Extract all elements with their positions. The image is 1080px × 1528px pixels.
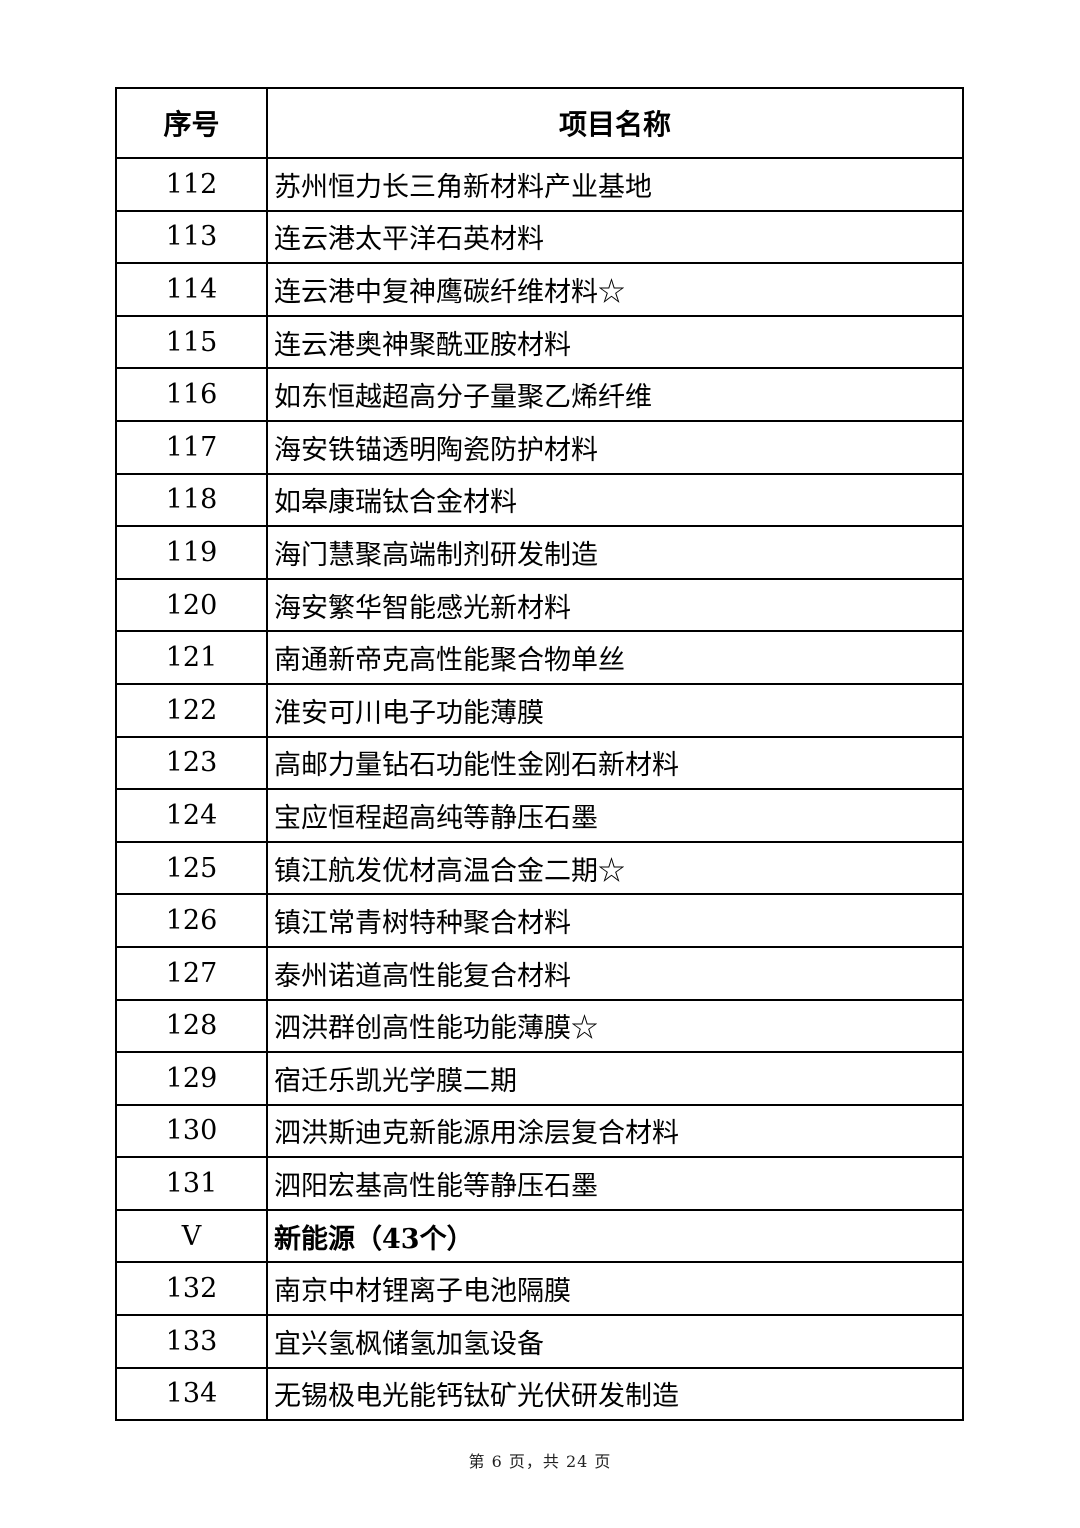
header-serial: 序号 [115,87,268,159]
project-name-cell: 海安繁华智能感光新材料 [266,577,964,633]
project-name-cell: 宝应恒程超高纯等静压石墨 [266,788,964,843]
table-row: 117 海安铁锚透明陶瓷防护材料 [115,419,964,475]
serial-cell: 122 [115,682,268,738]
table-row: 128 泗洪群创高性能功能薄膜☆ [115,998,964,1054]
table-row: 118 如皋康瑞钛合金材料 [115,472,964,528]
project-name-cell: 淮安可川电子功能薄膜 [266,682,964,738]
table-row: 134 无锡极电光能钙钛矿光伏研发制造 [115,1366,964,1422]
table-row: 125 镇江航发优材高温合金二期☆ [115,840,964,896]
serial-cell: 121 [115,630,268,685]
serial-cell: 127 [115,945,268,1001]
project-name-cell: 如皋康瑞钛合金材料 [266,472,964,528]
serial-cell: 117 [115,419,268,475]
table-row: 119 海门慧聚高端制剂研发制造 [115,525,964,580]
table-row: 132 南京中材锂离子电池隔膜 [115,1261,964,1317]
project-name-cell: 连云港中复神鹰碳纤维材料☆ [266,262,964,317]
serial-cell: 124 [115,788,268,843]
project-name-cell: 泗阳宏基高性能等静压石墨 [266,1156,964,1211]
table-row: 122 淮安可川电子功能薄膜 [115,682,964,738]
project-name-cell: 海门慧聚高端制剂研发制造 [266,525,964,580]
serial-cell: 130 [115,1103,268,1159]
project-name-cell: 高邮力量钻石功能性金刚石新材料 [266,735,964,791]
serial-cell: 114 [115,262,268,317]
serial-cell: 126 [115,893,268,948]
project-name-cell: 泗洪斯迪克新能源用涂层复合材料 [266,1103,964,1159]
serial-cell: 132 [115,1261,268,1317]
table-row: 130 泗洪斯迪克新能源用涂层复合材料 [115,1103,964,1159]
serial-cell: 133 [115,1314,268,1369]
serial-cell: 134 [115,1366,268,1422]
serial-cell: 125 [115,840,268,896]
project-name-cell: 泗洪群创高性能功能薄膜☆ [266,998,964,1054]
table-row: 124 宝应恒程超高纯等静压石墨 [115,788,964,843]
header-project-name: 项目名称 [266,87,964,159]
table-row: 123 高邮力量钻石功能性金刚石新材料 [115,735,964,791]
project-name-cell: 镇江航发优材高温合金二期☆ [266,840,964,896]
table-row: 129 宿迁乐凯光学膜二期 [115,1051,964,1106]
project-name-cell: 宜兴氢枫储氢加氢设备 [266,1314,964,1369]
project-name-cell: 苏州恒力长三角新材料产业基地 [266,157,964,212]
serial-cell: 116 [115,367,268,422]
project-name-cell: 无锡极电光能钙钛矿光伏研发制造 [266,1366,964,1422]
table-row: 120 海安繁华智能感光新材料 [115,577,964,633]
serial-cell: 129 [115,1051,268,1106]
project-name-cell: 连云港奥神聚酰亚胺材料 [266,314,964,370]
serial-cell: 131 [115,1156,268,1211]
table-row: 126 镇江常青树特种聚合材料 [115,893,964,948]
project-name-cell: 连云港太平洋石英材料 [266,209,964,265]
project-name-cell: 南通新帝克高性能聚合物单丝 [266,630,964,685]
project-name-cell: 新能源（43个） [266,1208,964,1264]
serial-cell: 119 [115,525,268,580]
project-name-cell: 南京中材锂离子电池隔膜 [266,1261,964,1317]
table-row: 113 连云港太平洋石英材料 [115,209,964,265]
page-footer: 第 6 页，共 24 页 [468,1452,612,1471]
project-name-cell: 宿迁乐凯光学膜二期 [266,1051,964,1106]
table-row: 115 连云港奥神聚酰亚胺材料 [115,314,964,370]
serial-cell: V [115,1208,268,1264]
project-name-cell: 海安铁锚透明陶瓷防护材料 [266,419,964,475]
project-table: 序号 项目名称 112 苏州恒力长三角新材料产业基地 113 连云港太平洋石英材料 11… [115,87,964,1422]
serial-cell: 118 [115,472,268,528]
section-row: V 新能源（43个） [115,1208,964,1264]
header-row: 序号 项目名称 [115,87,964,159]
table-row: 114 连云港中复神鹰碳纤维材料☆ [115,262,964,317]
serial-cell: 113 [115,209,268,265]
serial-cell: 112 [115,157,268,212]
table-row: 131 泗阳宏基高性能等静压石墨 [115,1156,964,1211]
table-row: 112 苏州恒力长三角新材料产业基地 [115,157,964,212]
serial-cell: 128 [115,998,268,1054]
table-row: 116 如东恒越超高分子量聚乙烯纤维 [115,367,964,422]
project-name-cell: 镇江常青树特种聚合材料 [266,893,964,948]
table-row: 133 宜兴氢枫储氢加氢设备 [115,1314,964,1369]
serial-cell: 120 [115,577,268,633]
project-name-cell: 泰州诺道高性能复合材料 [266,945,964,1001]
project-name-cell: 如东恒越超高分子量聚乙烯纤维 [266,367,964,422]
table-row: 127 泰州诺道高性能复合材料 [115,945,964,1001]
table-row: 121 南通新帝克高性能聚合物单丝 [115,630,964,685]
serial-cell: 123 [115,735,268,791]
serial-cell: 115 [115,314,268,370]
